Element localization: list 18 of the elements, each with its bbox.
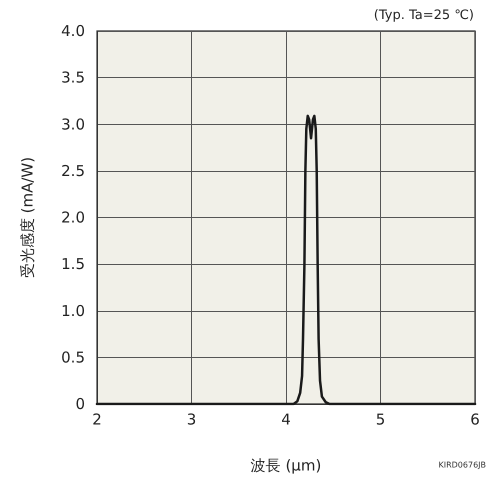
x-tick-label: 6 — [470, 410, 480, 428]
y-tick-label: 3.5 — [61, 68, 85, 87]
text: (Typ. Ta=25 ℃) — [374, 8, 474, 23]
x-axis-title: 波長 (µm) — [250, 456, 322, 474]
y-tick-label: 2.5 — [61, 162, 85, 180]
y-tick-label: 1.0 — [61, 302, 85, 320]
y-tick-label: 0 — [75, 395, 85, 413]
x-tick-label: 4 — [281, 410, 291, 428]
y-axis-title: 受光感度 (mA/W) — [18, 156, 36, 278]
x-tick-label: 3 — [186, 410, 196, 428]
y-tick-label: 4.0 — [61, 22, 85, 40]
y-tick-label: 0.5 — [61, 348, 85, 366]
x-tick-label: 5 — [376, 410, 386, 428]
y-tick-label: 3.0 — [61, 115, 85, 134]
y-tick-label: 1.5 — [61, 255, 85, 274]
text: KIRD0676JB — [438, 460, 486, 470]
y-tick-label: 2.0 — [61, 208, 85, 226]
x-tick-label: 2 — [92, 410, 102, 428]
